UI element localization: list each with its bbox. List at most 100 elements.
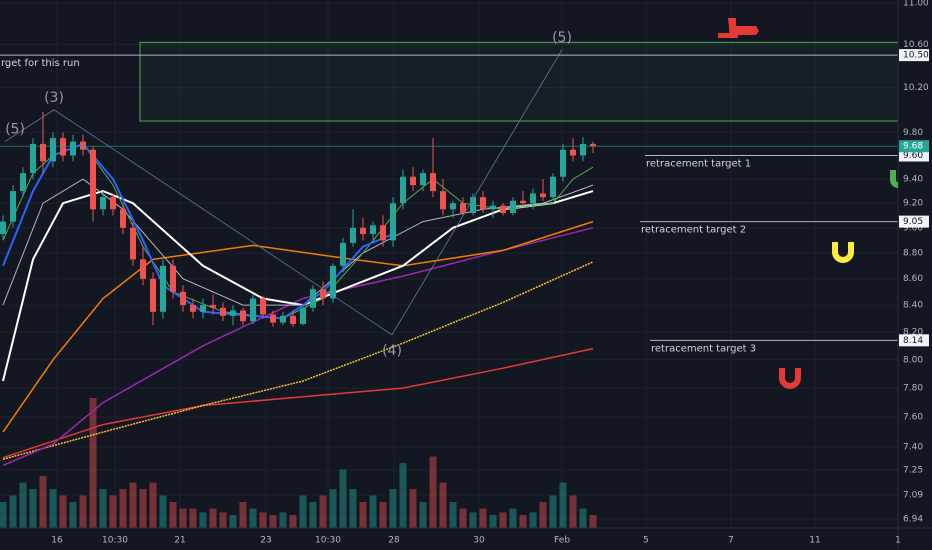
candle-body — [590, 143, 596, 147]
volume-bar — [219, 512, 227, 528]
wave-label: (3) — [44, 90, 64, 106]
volume-bar — [349, 489, 357, 528]
y-tick-label: 9.20 — [903, 199, 923, 209]
volume-bar — [99, 489, 107, 528]
volume-bar — [249, 508, 257, 528]
candle-body — [200, 305, 206, 312]
candle-body — [370, 225, 376, 235]
candle-body — [330, 265, 336, 299]
candle-body — [20, 173, 26, 192]
volume-bar — [459, 508, 467, 528]
x-tick-label: 10:30 — [315, 536, 341, 546]
level-price-label: 9.05 — [903, 217, 923, 227]
volume-bar — [9, 495, 17, 528]
volume-bar — [549, 495, 557, 528]
candle-body — [250, 298, 256, 322]
candle-body — [170, 265, 176, 292]
x-tick-label: 30 — [473, 536, 485, 546]
volume-bar — [369, 495, 377, 528]
moving-average — [2, 261, 594, 461]
x-tick-label: 1 — [895, 536, 901, 546]
y-tick-label: 7.60 — [903, 413, 923, 423]
volume-bar — [489, 515, 497, 528]
volume-bar — [569, 495, 577, 528]
candle-body — [570, 149, 576, 156]
volume-bar — [69, 502, 77, 528]
y-tick-label: 7.40 — [903, 443, 923, 453]
magnet-icon-yellow — [832, 242, 854, 263]
volume-bar — [469, 512, 477, 528]
candle-body — [80, 141, 86, 150]
candle-body — [220, 307, 226, 316]
candle-body — [160, 265, 166, 312]
volume-bar — [239, 502, 247, 528]
volume-bar — [499, 512, 507, 528]
y-tick-label: 7.80 — [903, 384, 923, 394]
candle-body — [300, 307, 306, 324]
x-tick-label: 10:30 — [102, 536, 128, 546]
volume-bar — [399, 463, 407, 528]
candle-body — [550, 176, 556, 198]
level-text: rget for this run — [1, 58, 80, 69]
candle-body — [430, 173, 436, 192]
candle-body — [60, 138, 66, 156]
candle-body — [110, 197, 116, 210]
candle-body — [400, 176, 406, 204]
candle-body — [380, 225, 386, 241]
candle-body — [500, 205, 506, 213]
candle-body — [150, 278, 156, 312]
candle-body — [470, 197, 476, 213]
magnet-icon-green — [890, 170, 899, 188]
volume-bar — [39, 476, 47, 528]
volume-bar — [149, 482, 157, 528]
x-tick-label: 11 — [809, 536, 820, 546]
level-price-box — [899, 49, 929, 62]
volume-bar — [319, 495, 327, 528]
candle-body — [280, 315, 286, 323]
volume-bar — [269, 515, 277, 528]
y-tick-label: 10.60 — [903, 40, 929, 50]
level-text: retracement target 2 — [641, 225, 746, 236]
volume-bar — [119, 489, 127, 528]
magnet-icon-red — [779, 368, 801, 389]
x-tick-label: 7 — [728, 536, 734, 546]
volume-bar — [579, 508, 587, 528]
wave-label: (5) — [5, 122, 25, 138]
volume-bar — [189, 508, 197, 528]
candle-body — [50, 138, 56, 162]
wave-line — [4, 49, 563, 336]
volume-bar — [429, 456, 437, 528]
x-tick-label: 21 — [174, 536, 185, 546]
x-tick-label: 16 — [51, 536, 63, 546]
volume-bar — [539, 502, 547, 528]
volume-bar — [389, 489, 397, 528]
x-tick-label: Feb — [554, 536, 570, 546]
y-tick-label: 8.00 — [903, 355, 923, 365]
volume-bar — [199, 512, 207, 528]
volume-bar — [29, 489, 37, 528]
candle-body — [340, 242, 346, 266]
volume-bar — [129, 482, 137, 528]
volume-bar — [359, 502, 367, 528]
moving-average — [2, 142, 394, 320]
last-price-box — [899, 140, 929, 153]
volume-bar — [309, 502, 317, 528]
candle-body — [190, 305, 196, 312]
candle-body — [480, 197, 486, 210]
volume-bar — [209, 508, 217, 528]
volume-bar — [59, 495, 67, 528]
candle-body — [230, 310, 236, 316]
candle-body — [10, 191, 16, 222]
volume-bar — [0, 502, 7, 528]
candle-body — [460, 203, 466, 213]
candle-body — [30, 143, 36, 174]
moving-average — [2, 190, 594, 382]
volume-bar — [339, 469, 347, 528]
candle-body — [70, 141, 76, 156]
level-price-box — [899, 149, 929, 162]
x-tick-label: 5 — [643, 536, 649, 546]
volume-bar — [419, 502, 427, 528]
volume-bar — [19, 482, 27, 528]
